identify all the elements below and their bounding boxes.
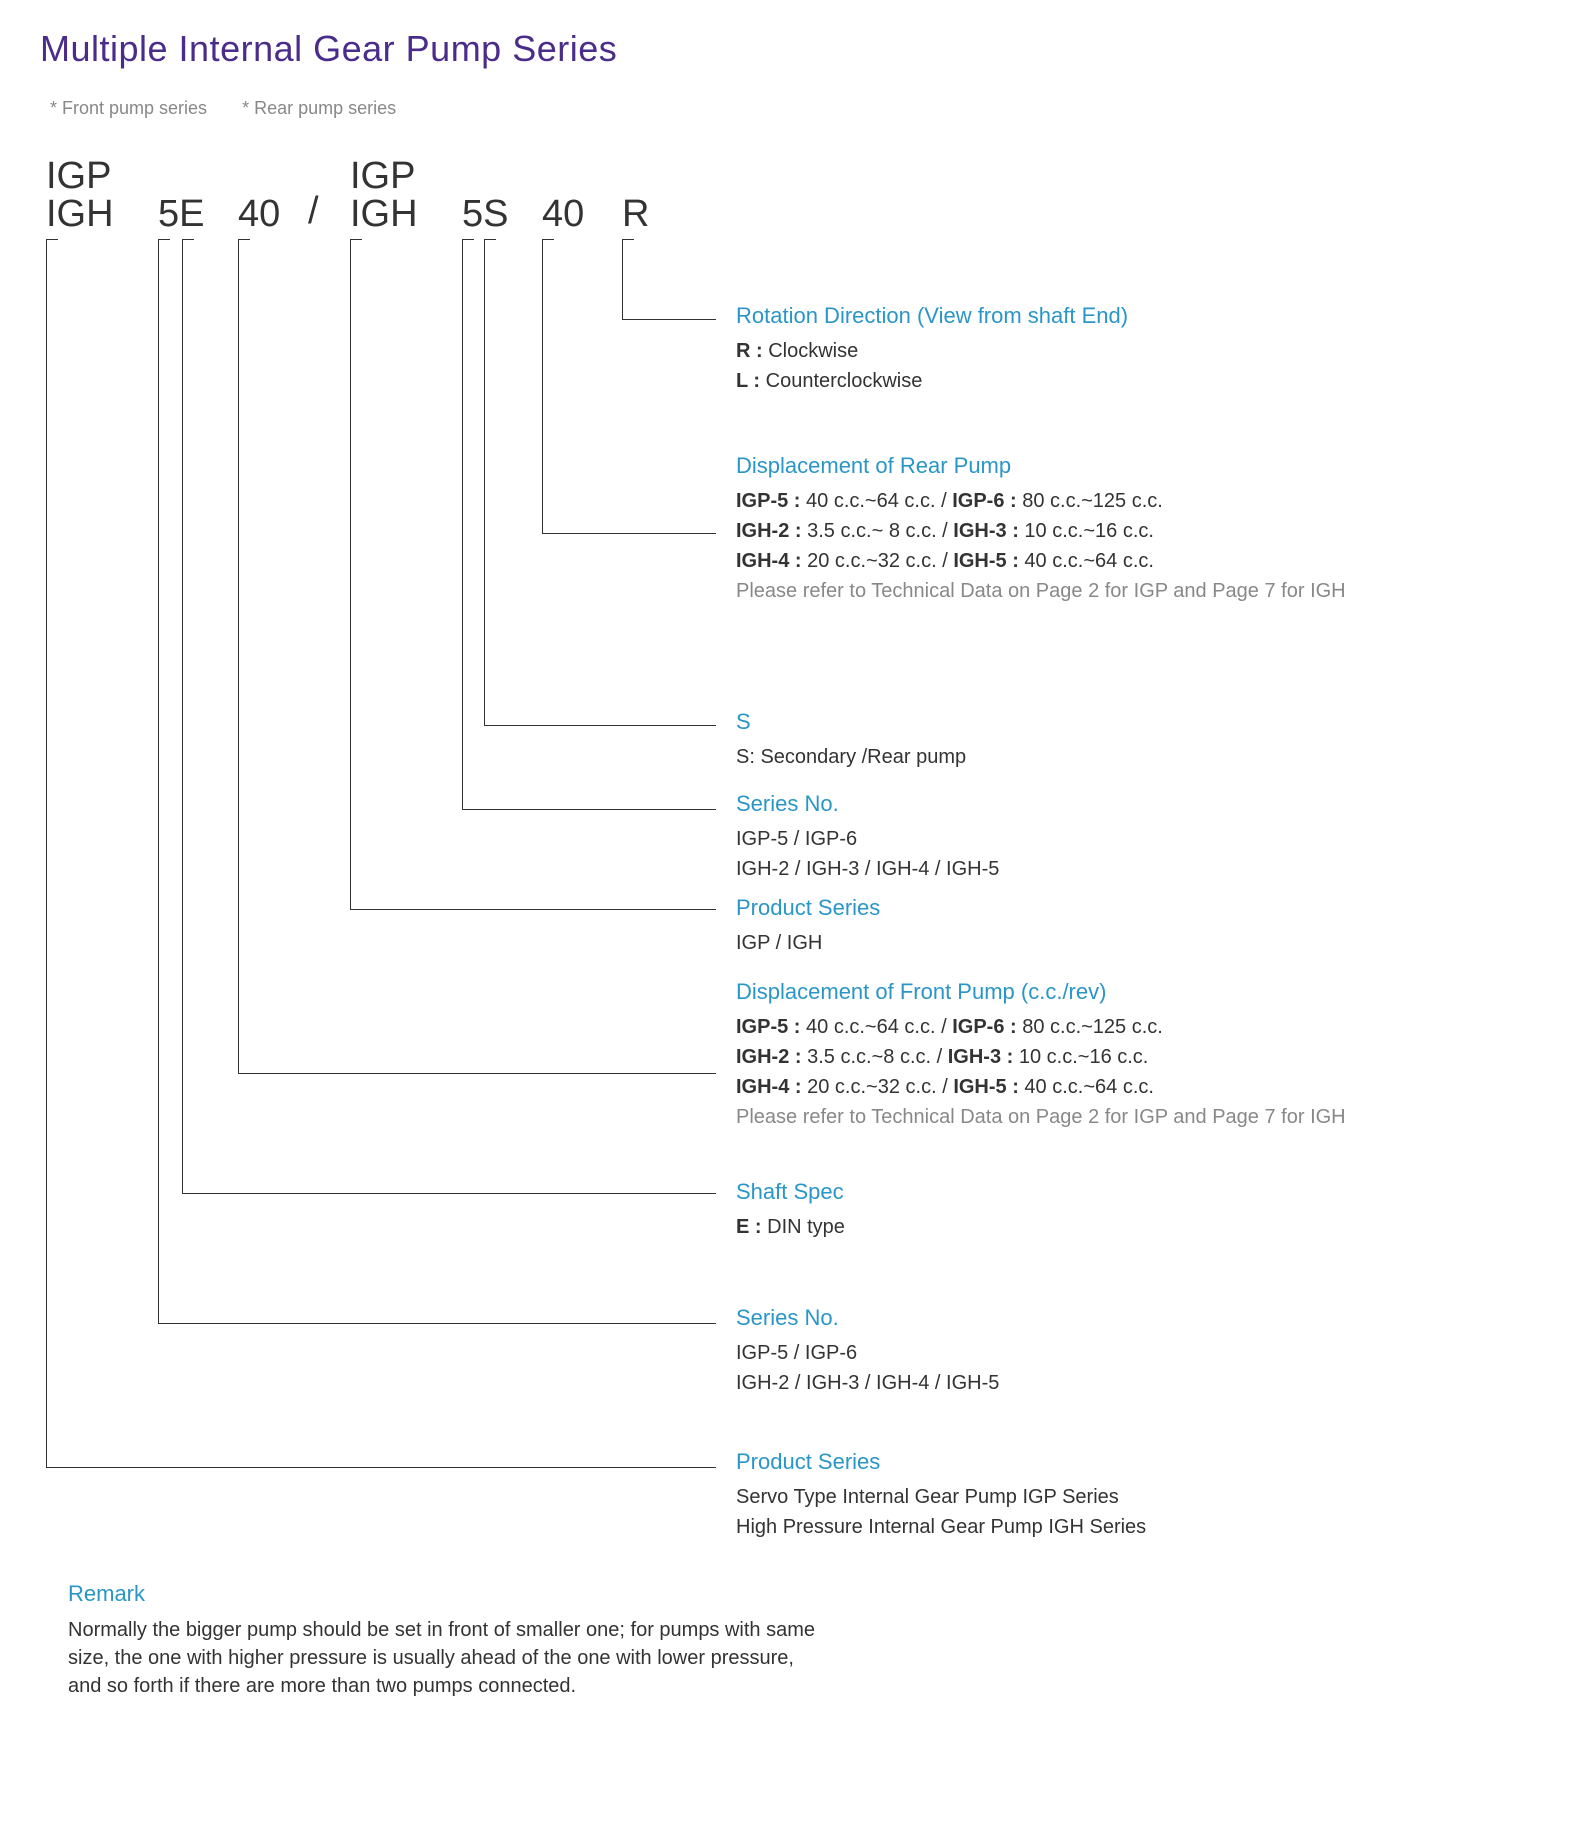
desc-b_rot: Rotation Direction (View from shaft End)… (736, 299, 1542, 396)
code-breakdown-diagram: Rotation Direction (View from shaft End)… (46, 239, 1542, 1549)
part-number-code: IGPIGH 5E 40 / IGPIGH 5S 40 R (46, 143, 1542, 233)
hline-s0 (46, 1467, 716, 1468)
desc-title-b_prod_front: Product Series (736, 1445, 1542, 1478)
tick-s6 (622, 239, 634, 251)
desc-b_prod_front: Product Series Servo Type Internal Gear P… (736, 1445, 1542, 1542)
desc-line-b_disp_front-1: IGH-2 : 3.5 c.c.~8 c.c. / IGH-3 : 10 c.c… (736, 1042, 1542, 1072)
vline-s5 (542, 239, 543, 533)
code-slash: / (308, 190, 319, 233)
code-segment-s1: 5E (158, 195, 204, 233)
desc-title-b_series_rear: Series No. (736, 787, 1542, 820)
desc-line-b_rot-0: R : Clockwise (736, 336, 1542, 366)
hline-s1 (158, 1323, 716, 1324)
desc-line-b_series_front-1: IGH-2 / IGH-3 / IGH-4 / IGH-5 (736, 1368, 1542, 1398)
desc-b_series_rear: Series No. IGP-5 / IGP-6IGH-2 / IGH-3 / I… (736, 787, 1542, 884)
desc-title-b_disp_front: Displacement of Front Pump (c.c./rev) (736, 975, 1542, 1008)
hline-s4 (462, 809, 716, 810)
code-segment-s0: IGPIGH (46, 157, 114, 233)
code-segment-s4: 5S (462, 195, 508, 233)
hline-s2 (238, 1073, 716, 1074)
code-segment-s5: 40 (542, 195, 584, 233)
desc-b_prod_rear: Product Series IGP / IGH (736, 891, 1542, 958)
vline-s3 (350, 239, 351, 909)
vline-s0 (46, 239, 47, 1467)
desc-line-b_prod_front-1: High Pressure Internal Gear Pump IGH Ser… (736, 1512, 1542, 1542)
tick-s3 (350, 239, 362, 251)
desc-title-b_shaft: Shaft Spec (736, 1175, 1542, 1208)
tick-s2 (238, 239, 250, 251)
desc-title-b_rot: Rotation Direction (View from shaft End) (736, 299, 1542, 332)
remark-title: Remark (68, 1579, 1542, 1610)
code-segment-s3: IGPIGH (350, 157, 418, 233)
tick-s5 (542, 239, 554, 251)
tick-s4b (484, 239, 496, 251)
hline-s4b (484, 725, 716, 726)
tick-s0 (46, 239, 58, 251)
vline-s4b (484, 239, 485, 725)
desc-line-b_disp_rear-0: IGP-5 : 40 c.c.~64 c.c. / IGP-6 : 80 c.c… (736, 486, 1542, 516)
tick-s1b (182, 239, 194, 251)
desc-title-b_disp_rear: Displacement of Rear Pump (736, 449, 1542, 482)
desc-title-b_prod_rear: Product Series (736, 891, 1542, 924)
desc-line-b_series_rear-1: IGH-2 / IGH-3 / IGH-4 / IGH-5 (736, 854, 1542, 884)
hline-s3 (350, 909, 716, 910)
tick-s4 (462, 239, 474, 251)
vline-s1b (182, 239, 183, 1193)
desc-b_disp_rear: Displacement of Rear Pump IGP-5 : 40 c.c.… (736, 449, 1542, 606)
desc-line-b_prod_rear-0: IGP / IGH (736, 928, 1542, 958)
vline-s1 (158, 239, 159, 1323)
desc-line-b_prod_front-0: Servo Type Internal Gear Pump IGP Series (736, 1482, 1542, 1512)
vline-s6 (622, 239, 623, 319)
desc-note-b_disp_front: Please refer to Technical Data on Page 2… (736, 1102, 1542, 1132)
desc-b_s: S S: Secondary /Rear pump (736, 705, 1542, 772)
remark-body: Normally the bigger pump should be set i… (68, 1616, 828, 1700)
desc-line-b_rot-1: L : Counterclockwise (736, 366, 1542, 396)
page-title: Multiple Internal Gear Pump Series (40, 28, 1542, 70)
desc-line-b_series_front-0: IGP-5 / IGP-6 (736, 1338, 1542, 1368)
desc-line-b_series_rear-0: IGP-5 / IGP-6 (736, 824, 1542, 854)
desc-line-b_disp_rear-2: IGH-4 : 20 c.c.~32 c.c. / IGH-5 : 40 c.c… (736, 546, 1542, 576)
hline-s1b (182, 1193, 716, 1194)
desc-line-b_shaft-0: E : DIN type (736, 1212, 1542, 1242)
vline-s2 (238, 239, 239, 1073)
desc-line-b_disp_front-0: IGP-5 : 40 c.c.~64 c.c. / IGP-6 : 80 c.c… (736, 1012, 1542, 1042)
desc-title-b_series_front: Series No. (736, 1301, 1542, 1334)
desc-b_shaft: Shaft Spec E : DIN type (736, 1175, 1542, 1242)
rear-pump-label: * Rear pump series (242, 98, 396, 118)
hline-s5 (542, 533, 716, 534)
hline-s6 (622, 319, 716, 320)
remark-section: Remark Normally the bigger pump should b… (68, 1579, 1542, 1700)
desc-line-b_disp_rear-1: IGH-2 : 3.5 c.c.~ 8 c.c. / IGH-3 : 10 c.… (736, 516, 1542, 546)
code-segment-s2: 40 (238, 195, 280, 233)
tick-s1 (158, 239, 170, 251)
desc-title-b_s: S (736, 705, 1542, 738)
desc-line-b_disp_front-2: IGH-4 : 20 c.c.~32 c.c. / IGH-5 : 40 c.c… (736, 1072, 1542, 1102)
vline-s4 (462, 239, 463, 809)
desc-note-b_disp_rear: Please refer to Technical Data on Page 2… (736, 576, 1542, 606)
desc-line-b_s-0: S: Secondary /Rear pump (736, 742, 1542, 772)
code-segment-s6: R (622, 195, 649, 233)
desc-b_disp_front: Displacement of Front Pump (c.c./rev) IGP… (736, 975, 1542, 1132)
desc-b_series_front: Series No. IGP-5 / IGP-6IGH-2 / IGH-3 / I… (736, 1301, 1542, 1398)
series-sublabels: * Front pump series * Rear pump series (50, 98, 1542, 119)
front-pump-label: * Front pump series (50, 98, 207, 118)
